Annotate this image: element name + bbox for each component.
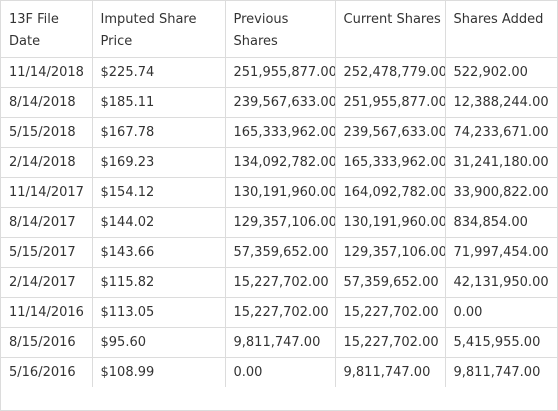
current-shares-cell: 15,227,702.00 <box>334 296 446 328</box>
shares-added-cell: 31,241,180.00 <box>444 146 557 178</box>
table-row: 5/15/2017 $143.66 57,359,652.00 129,357,106… <box>1 236 557 268</box>
previous-shares-cell: 165,333,962.00 <box>224 116 336 148</box>
shares-added-cell: 834,854.00 <box>444 206 557 238</box>
current-shares-cell: 165,333,962.00 <box>334 146 446 178</box>
imputed-share-price-cell: $169.23 <box>91 146 226 178</box>
column-header-shares-added: Shares Added <box>444 1 557 58</box>
file-date-cell: 8/14/2018 <box>1 86 93 118</box>
shares-added-cell: 0.00 <box>444 296 557 328</box>
file-date-cell: 5/15/2018 <box>1 116 93 148</box>
column-header-imputed-share-price: Imputed Share Price <box>91 1 226 58</box>
previous-shares-cell: 130,191,960.00 <box>224 176 336 208</box>
file-date-cell: 2/14/2018 <box>1 146 93 178</box>
previous-shares-cell: 129,357,106.00 <box>224 206 336 238</box>
table-row: 2/14/2018 $169.23 134,092,782.00 165,333,96… <box>1 146 557 178</box>
file-date-cell: 2/14/2017 <box>1 266 93 298</box>
shares-added-cell: 74,233,671.00 <box>444 116 557 148</box>
shares-added-cell: 42,131,950.00 <box>444 266 557 298</box>
shares-added-cell: 33,900,822.00 <box>444 176 557 208</box>
imputed-share-price-cell: $144.02 <box>91 206 226 238</box>
current-shares-cell: 251,955,877.00 <box>334 86 446 118</box>
file-date-cell: 5/15/2017 <box>1 236 93 268</box>
imputed-share-price-cell: $154.12 <box>91 176 226 208</box>
header-row: 13F File Date Imputed Share Price Previo… <box>1 1 557 58</box>
table-row: 8/14/2017 $144.02 129,357,106.00 130,191,96… <box>1 206 557 238</box>
imputed-share-price-cell: $113.05 <box>91 296 226 328</box>
previous-shares-cell: 9,811,747.00 <box>224 326 336 358</box>
table-row: 8/14/2018 $185.11 239,567,633.00 251,955,87… <box>1 86 557 118</box>
column-header-current-shares: Current Shares <box>334 1 446 58</box>
previous-shares-cell: 0.00 <box>224 356 336 387</box>
imputed-share-price-cell: $143.66 <box>91 236 226 268</box>
column-header-13f-file-date: 13F File Date <box>1 1 93 58</box>
previous-shares-cell: 239,567,633.00 <box>224 86 336 118</box>
table-row: 11/14/2016 $113.05 15,227,702.00 15,227,702… <box>1 296 557 328</box>
column-header-previous-shares: Previous Shares <box>224 1 336 58</box>
previous-shares-cell: 57,359,652.00 <box>224 236 336 268</box>
previous-shares-cell: 134,092,782.00 <box>224 146 336 178</box>
table-header: 13F File Date Imputed Share Price Previo… <box>1 1 557 58</box>
shares-added-cell: 9,811,747.00 <box>444 356 557 387</box>
file-date-cell: 8/14/2017 <box>1 206 93 238</box>
shares-added-cell: 5,415,955.00 <box>444 326 557 358</box>
current-shares-cell: 9,811,747.00 <box>334 356 446 387</box>
imputed-share-price-cell: $167.78 <box>91 116 226 148</box>
previous-shares-cell: 15,227,702.00 <box>224 266 336 298</box>
shares-table: 13F File Date Imputed Share Price Previo… <box>1 1 557 387</box>
current-shares-cell: 252,478,779.00 <box>334 56 446 88</box>
current-shares-cell: 15,227,702.00 <box>334 326 446 358</box>
file-date-cell: 11/14/2016 <box>1 296 93 328</box>
previous-shares-cell: 251,955,877.00 <box>224 56 336 88</box>
imputed-share-price-cell: $108.99 <box>91 356 226 387</box>
table-row: 11/14/2017 $154.12 130,191,960.00 164,092,7… <box>1 176 557 208</box>
current-shares-cell: 130,191,960.00 <box>334 206 446 238</box>
current-shares-cell: 129,357,106.00 <box>334 236 446 268</box>
imputed-share-price-cell: $225.74 <box>91 56 226 88</box>
table-row: 2/14/2017 $115.82 15,227,702.00 57,359,652.… <box>1 266 557 298</box>
table-row: 8/15/2016 $95.60 9,811,747.00 15,227,702.00… <box>1 326 557 358</box>
imputed-share-price-cell: $185.11 <box>91 86 226 118</box>
shares-added-cell: 71,997,454.00 <box>444 236 557 268</box>
file-date-cell: 8/15/2016 <box>1 326 93 358</box>
current-shares-cell: 239,567,633.00 <box>334 116 446 148</box>
imputed-share-price-cell: $95.60 <box>91 326 226 358</box>
table-row: 11/14/2018 $225.74 251,955,877.00 252,478,7… <box>1 56 557 88</box>
table-row: 5/15/2018 $167.78 165,333,962.00 239,567,63… <box>1 116 557 148</box>
imputed-share-price-cell: $115.82 <box>91 266 226 298</box>
previous-shares-cell: 15,227,702.00 <box>224 296 336 328</box>
table-row: 5/16/2016 $108.99 0.00 9,811,747.00 9,811,74… <box>1 356 557 387</box>
shares-added-cell: 12,388,244.00 <box>444 86 557 118</box>
file-date-cell: 5/16/2016 <box>1 356 93 387</box>
current-shares-cell: 164,092,782.00 <box>334 176 446 208</box>
file-date-cell: 11/14/2017 <box>1 176 93 208</box>
shares-added-cell: 522,902.00 <box>444 56 557 88</box>
file-date-cell: 11/14/2018 <box>1 56 93 88</box>
table-body: 11/14/2018 $225.74 251,955,877.00 252,478,7… <box>1 56 557 387</box>
current-shares-cell: 57,359,652.00 <box>334 266 446 298</box>
